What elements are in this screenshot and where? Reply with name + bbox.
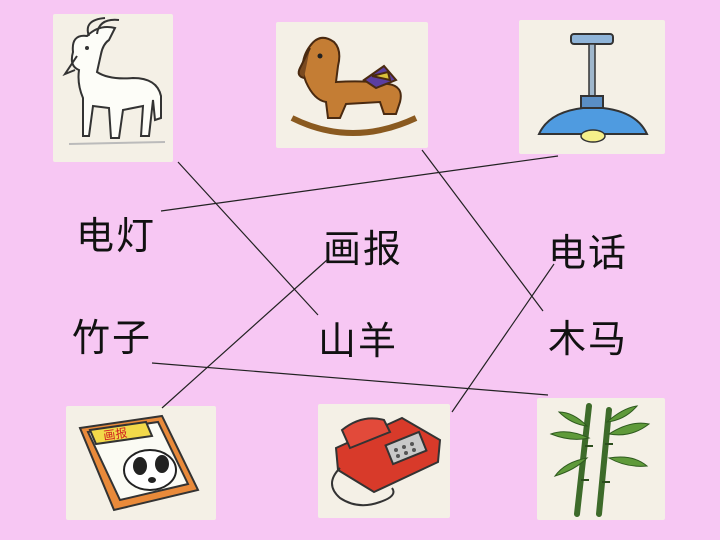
match-line-telephone (451, 263, 555, 413)
word-mu-ma: 木马 (548, 317, 629, 361)
word-dian-hua: 电话 (548, 231, 629, 275)
word-hua-bao: 画报 (323, 227, 404, 271)
picture-magazine: 画报 (66, 406, 216, 520)
rocking-horse-picture (276, 22, 428, 148)
match-line-goat (177, 161, 319, 316)
word-dian-deng: 电灯 (76, 214, 157, 258)
rocking-horse-icon (290, 36, 418, 136)
goat-icon (62, 17, 166, 145)
ceiling-lamp-icon (537, 33, 649, 143)
match-line-bamboo (151, 362, 549, 396)
match-line-lamp (160, 155, 559, 212)
telephone-icon (331, 416, 442, 507)
word-shan-yang: 山羊 (318, 319, 399, 363)
goat-picture (53, 14, 173, 162)
word-zhu-zi: 竹子 (72, 316, 153, 360)
match-line-horse (421, 149, 544, 312)
bamboo-icon (549, 403, 651, 517)
ceiling-lamp-picture (519, 20, 665, 154)
magazine-icon: 画报 (78, 414, 200, 512)
magazine-cover-text: 画报 (102, 425, 128, 443)
match-line-magazine (161, 259, 328, 409)
telephone-picture (318, 404, 450, 518)
bamboo-picture (537, 398, 665, 520)
